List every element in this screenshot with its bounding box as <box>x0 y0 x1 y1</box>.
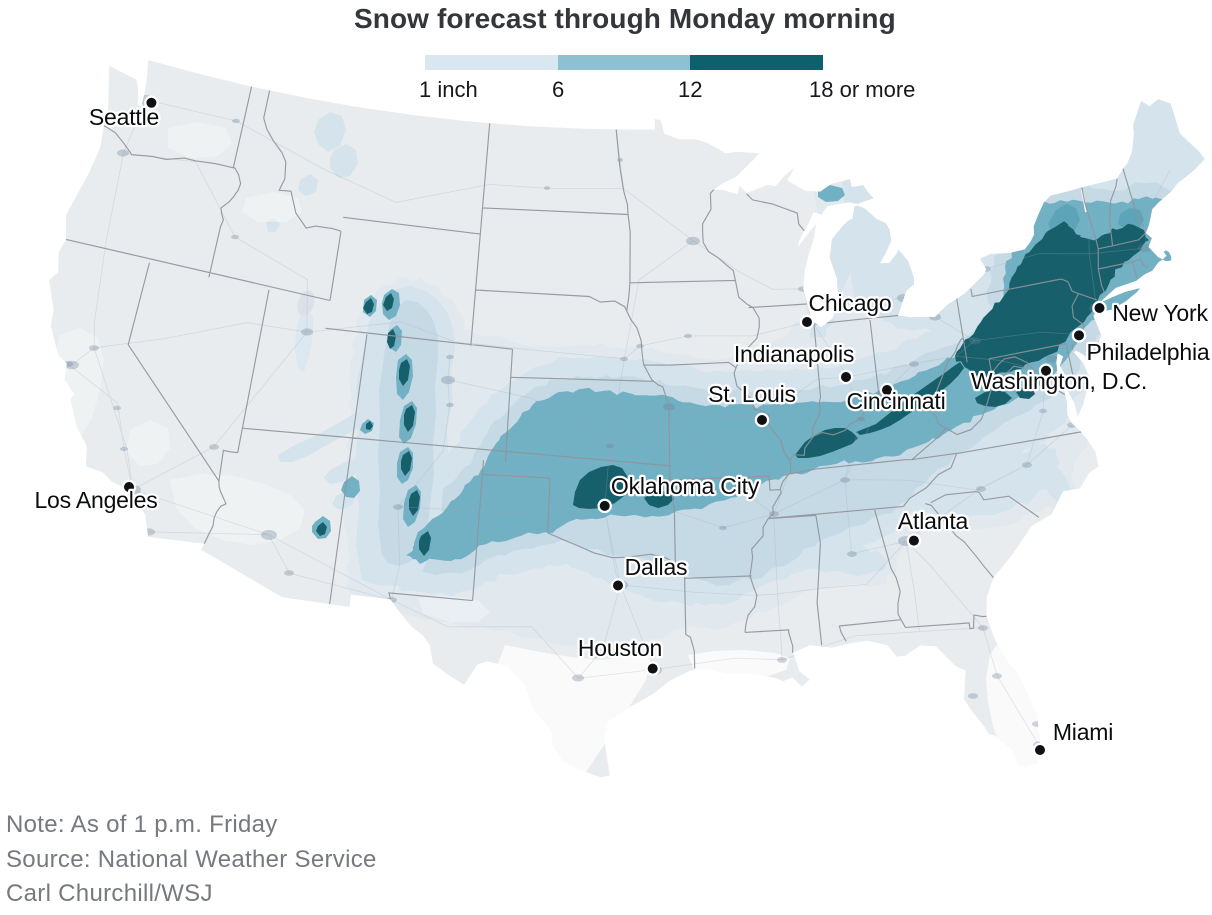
svg-text:Indianapolis: Indianapolis <box>734 341 854 367</box>
svg-text:Houston: Houston <box>578 635 662 661</box>
svg-text:Cincinnati: Cincinnati <box>847 388 946 414</box>
svg-text:Miami: Miami <box>1053 719 1113 745</box>
svg-text:Seattle: Seattle <box>89 104 159 130</box>
svg-text:Washington, D.C.: Washington, D.C. <box>971 368 1147 394</box>
svg-text:Dallas: Dallas <box>625 554 688 580</box>
svg-text:Chicago: Chicago <box>809 290 892 316</box>
svg-text:St. Louis: St. Louis <box>708 381 796 407</box>
svg-text:New York: New York <box>1112 300 1208 326</box>
svg-text:Philadelphia: Philadelphia <box>1087 339 1210 365</box>
svg-text:Los Angeles: Los Angeles <box>34 487 157 513</box>
svg-text:Atlanta: Atlanta <box>898 508 969 534</box>
svg-text:Oklahoma City: Oklahoma City <box>611 473 760 499</box>
